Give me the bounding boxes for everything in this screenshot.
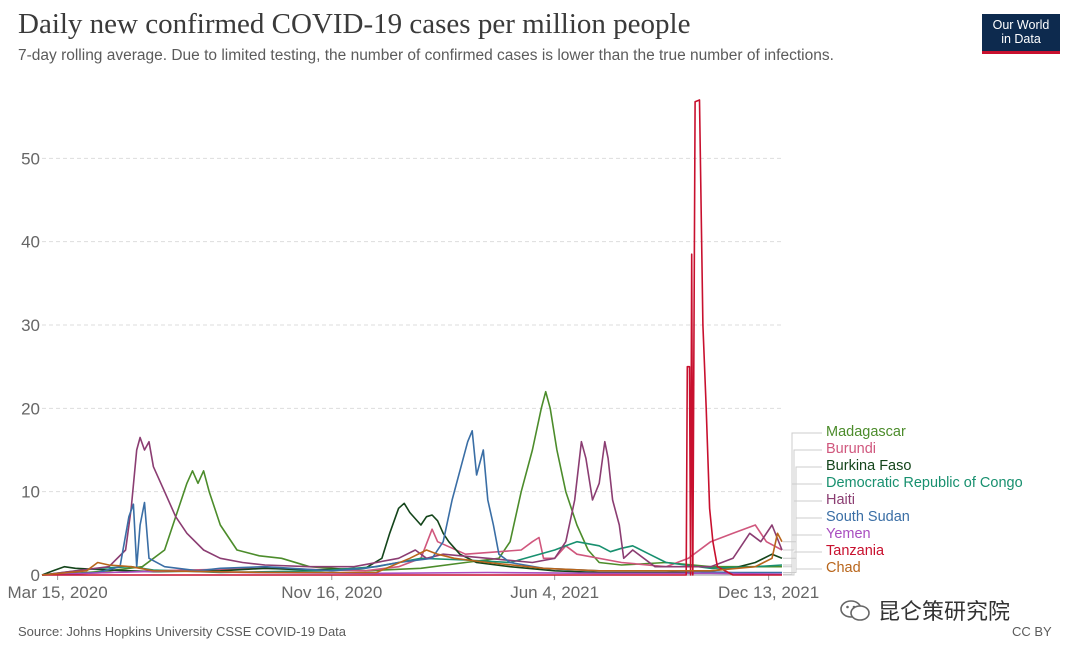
legend-connector bbox=[783, 541, 822, 570]
y-tick-label: 30 bbox=[21, 316, 40, 335]
series-line-haiti[interactable] bbox=[41, 436, 783, 576]
legend-item-chad[interactable]: Chad bbox=[826, 560, 861, 576]
x-tick-label: Jun 4, 2021 bbox=[510, 583, 599, 602]
legend-item-haiti[interactable]: Haiti bbox=[826, 492, 856, 508]
legend-item-south-sudan[interactable]: South Sudan bbox=[826, 509, 910, 525]
owid-logo[interactable]: Our World in Data bbox=[982, 14, 1060, 54]
series-line-burundi[interactable] bbox=[41, 524, 783, 576]
legend-connector bbox=[783, 551, 822, 576]
legend-connector bbox=[783, 466, 822, 559]
logo-line-1: Our World bbox=[992, 18, 1050, 32]
series-line-tanzania[interactable] bbox=[42, 99, 782, 576]
watermark: 昆仑策研究院 bbox=[840, 594, 1010, 626]
watermark-text: 昆仑策研究院 bbox=[878, 599, 1011, 624]
legend-item-democratic-republic-of-congo[interactable]: Democratic Republic of Congo bbox=[826, 475, 1023, 491]
legend-connectors bbox=[783, 432, 822, 576]
legend-connector bbox=[783, 432, 822, 568]
series-line-south-sudan[interactable] bbox=[41, 430, 782, 576]
y-tick-label: 40 bbox=[21, 233, 40, 252]
legend-connector bbox=[783, 534, 822, 575]
legend-item-madagascar[interactable]: Madagascar bbox=[826, 424, 906, 440]
series-lines bbox=[41, 99, 783, 576]
y-tick-label: 0 bbox=[31, 566, 40, 585]
y-tick-label: 50 bbox=[21, 149, 40, 168]
legend-connector bbox=[783, 517, 822, 573]
gridlines bbox=[42, 157, 782, 493]
x-axis: Mar 15, 2020 Nov 16, 2020 Jun 4, 2021 Dec 1… bbox=[8, 574, 819, 602]
y-axis-ticks: 0 10 20 30 40 50 bbox=[21, 149, 40, 585]
x-tick-label: Nov 16, 2020 bbox=[281, 583, 382, 602]
legend-connector bbox=[783, 500, 822, 551]
y-tick-label: 10 bbox=[21, 483, 40, 502]
legend-item-burundi[interactable]: Burundi bbox=[826, 441, 876, 457]
legend-item-tanzania[interactable]: Tanzania bbox=[826, 543, 885, 559]
legend-item-burkina-faso[interactable]: Burkina Faso bbox=[826, 458, 912, 474]
license-link[interactable]: CC BY bbox=[1012, 624, 1052, 639]
x-tick-label: Mar 15, 2020 bbox=[8, 583, 108, 602]
x-tick-label: Dec 13, 2021 bbox=[718, 583, 819, 602]
wechat-icon bbox=[840, 600, 870, 621]
series-line-chad[interactable] bbox=[41, 532, 783, 576]
series-line-madagascar[interactable] bbox=[41, 390, 782, 576]
y-tick-label: 20 bbox=[21, 399, 40, 418]
legend-item-yemen[interactable]: Yemen bbox=[826, 526, 871, 542]
legend-connector bbox=[783, 483, 822, 566]
chart-subtitle: 7-day rolling average. Due to limited te… bbox=[18, 47, 834, 64]
logo-line-2: in Data bbox=[1001, 32, 1041, 46]
source-note[interactable]: Source: Johns Hopkins University CSSE CO… bbox=[18, 624, 347, 639]
chart-title: Daily new confirmed COVID-19 cases per m… bbox=[18, 8, 691, 40]
